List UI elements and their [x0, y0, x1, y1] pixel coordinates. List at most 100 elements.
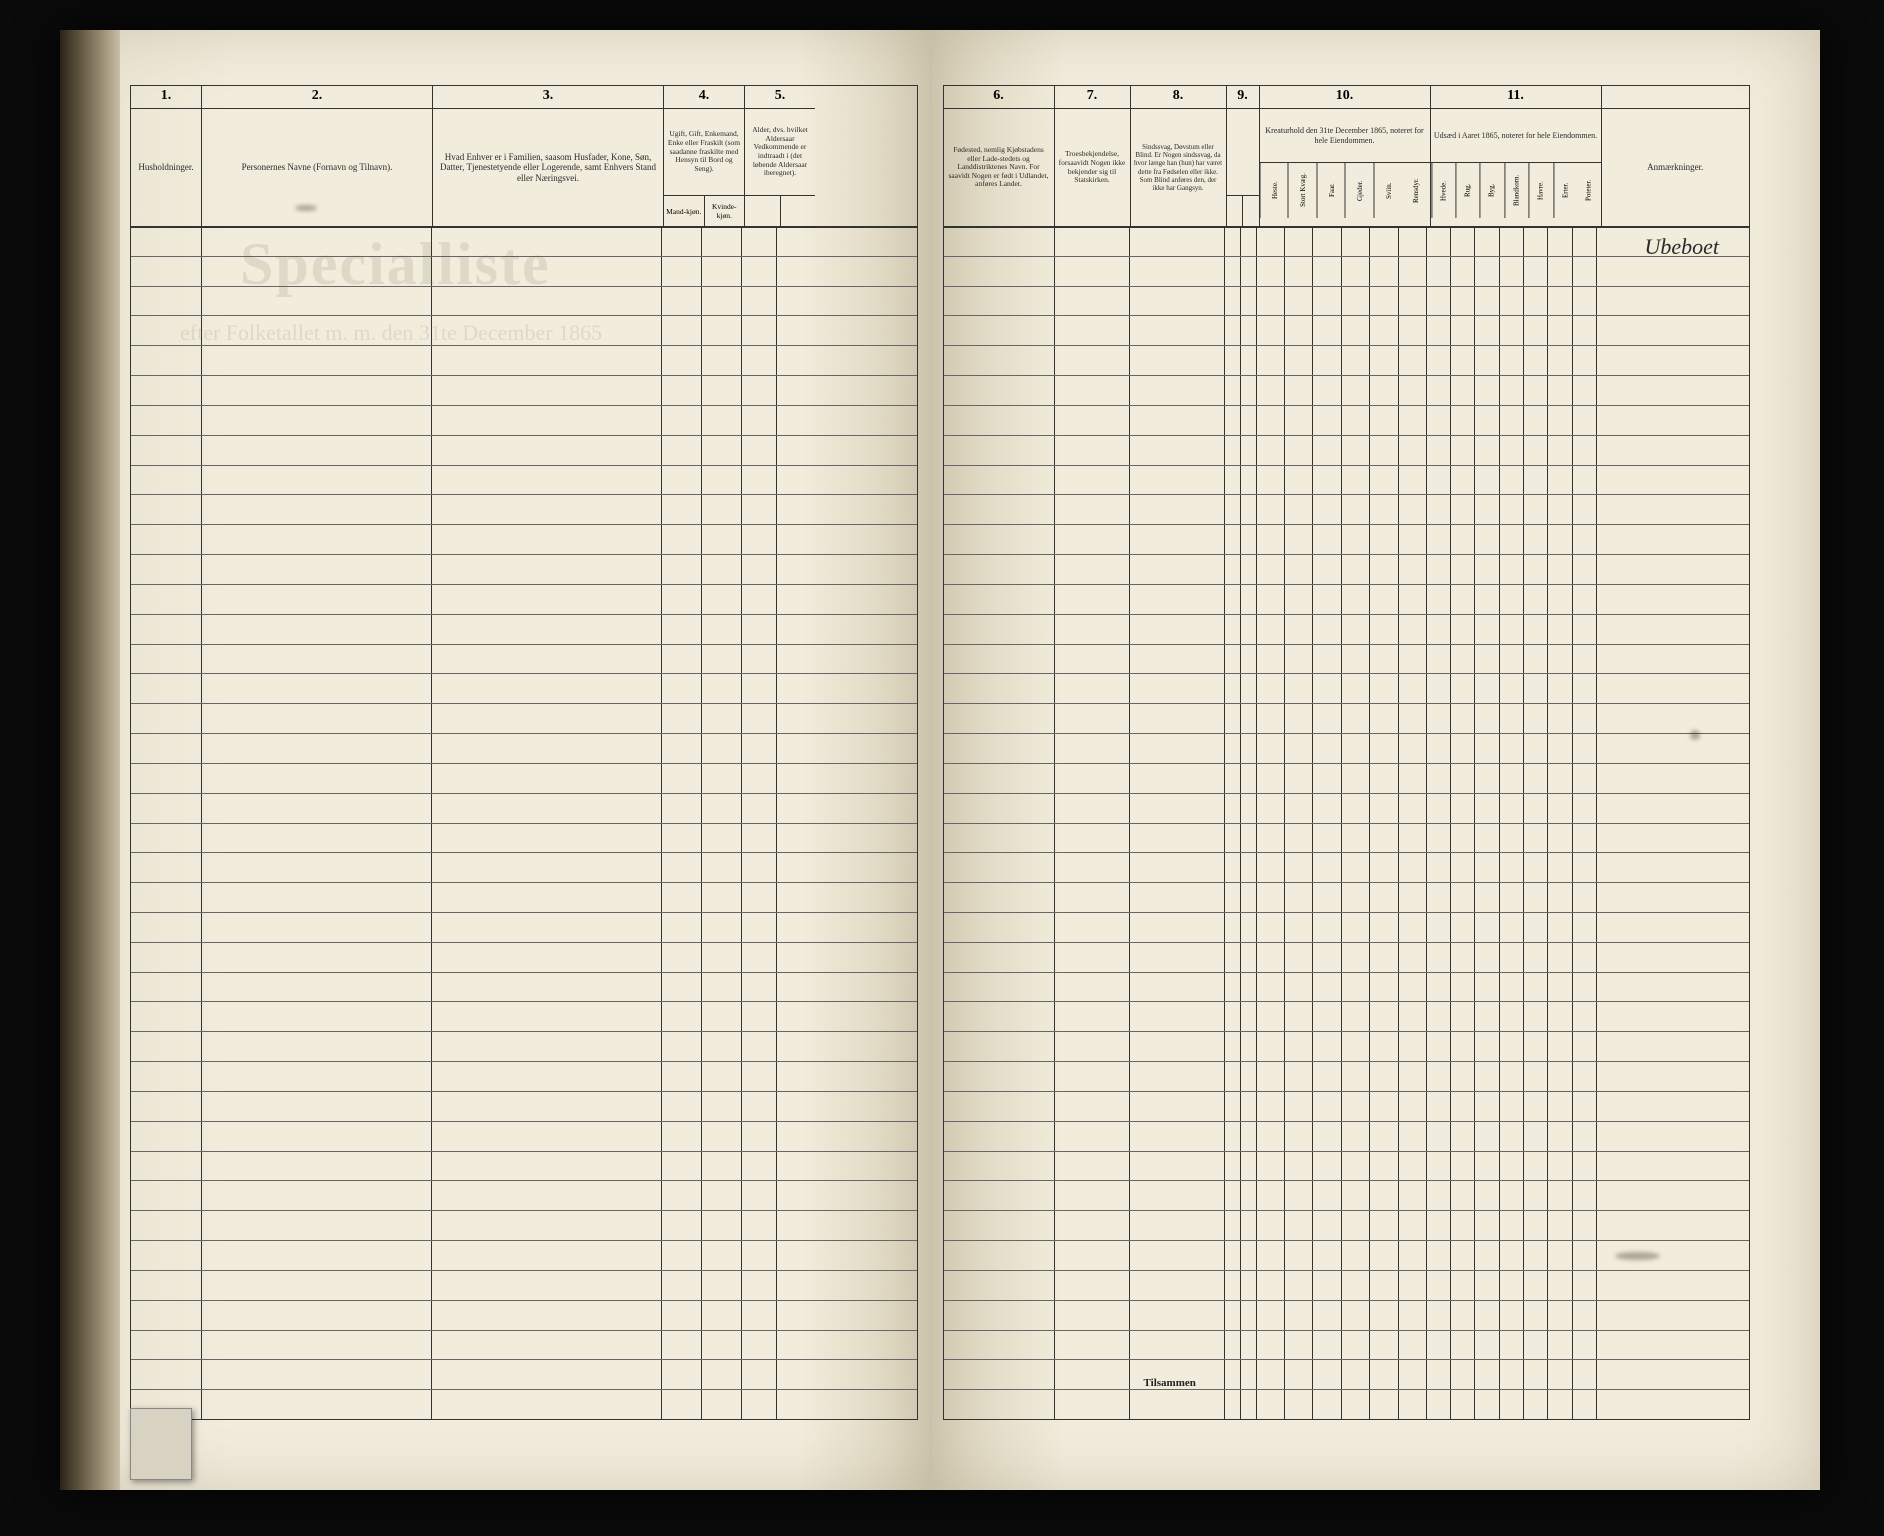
row-rule	[944, 1330, 1750, 1331]
col-4-sub-a: Mand-kjøn.	[664, 196, 705, 226]
col-10-num: 10.	[1260, 86, 1430, 109]
row-rule	[944, 1210, 1750, 1211]
row-rule	[131, 614, 917, 615]
row-rule	[131, 673, 917, 674]
ledger-book: 1. Husholdninger. 2. Personernes Navne (…	[60, 30, 1820, 1490]
row-rule	[944, 465, 1750, 466]
sub-col-label: Byg.	[1479, 163, 1503, 218]
row-rule	[944, 1121, 1750, 1122]
sub-col-label: Rug.	[1455, 163, 1479, 218]
row-rule	[131, 763, 917, 764]
row-rule	[131, 1210, 917, 1211]
col-3-num: 3.	[433, 86, 663, 109]
row-rule	[131, 703, 917, 704]
row-rule	[944, 1359, 1750, 1360]
row-rule	[131, 1061, 917, 1062]
sub-col-label: Sviin.	[1374, 163, 1403, 218]
row-rule	[131, 644, 917, 645]
row-rule	[944, 1389, 1750, 1390]
row-rule	[944, 1001, 1750, 1002]
col-7-title: Troesbekjendelse, forsaavidt Nogen ikke …	[1055, 109, 1130, 226]
row-rule	[944, 375, 1750, 376]
row-rule	[131, 345, 917, 346]
col-4-sub: Mand-kjøn. Kvinde-kjøn.	[664, 195, 744, 226]
sub-col-label: Heste.	[1260, 163, 1289, 218]
left-rows	[131, 226, 917, 1419]
right-column-headers: 6. Fødested, nemlig Kjøbstadens eller La…	[944, 86, 1750, 228]
col-7: 7. Troesbekjendelse, forsaavidt Nogen ik…	[1055, 86, 1131, 226]
col-3-title: Hvad Enhver er i Familien, saasom Husfad…	[433, 109, 663, 226]
sub-col-label: Hvede.	[1431, 163, 1455, 218]
row-rule	[131, 524, 917, 525]
row-rule	[944, 256, 1750, 257]
col-remarks: Anmærkninger.	[1602, 86, 1750, 226]
right-sheet: 6. Fødested, nemlig Kjøbstadens eller La…	[943, 85, 1751, 1420]
row-rule	[944, 1091, 1750, 1092]
col-9-num: 9.	[1227, 86, 1259, 109]
col-6-title: Fødested, nemlig Kjøbstadens eller Lade-…	[944, 109, 1054, 226]
row-rule	[131, 1031, 917, 1032]
sub-col-label: Gjeder.	[1345, 163, 1374, 218]
col-5-sub	[745, 195, 815, 226]
right-page: 6. Fødested, nemlig Kjøbstadens eller La…	[931, 30, 1821, 1490]
row-rule	[944, 1151, 1750, 1152]
row-rule	[131, 882, 917, 883]
col-5-sub-a	[745, 196, 781, 226]
row-rule	[944, 524, 1750, 525]
row-rule	[131, 435, 917, 436]
row-rule	[131, 1330, 917, 1331]
row-rule	[944, 942, 1750, 943]
row-rule	[131, 793, 917, 794]
row-rule	[944, 584, 1750, 585]
row-rule	[944, 852, 1750, 853]
col-10-sub: Heste.Stort Kvæg.Faar.Gjeder.Sviin.Rensd…	[1260, 162, 1430, 218]
row-rule	[131, 315, 917, 316]
row-rule	[131, 1001, 917, 1002]
col-1: 1. Husholdninger.	[131, 86, 202, 226]
row-rule	[131, 1151, 917, 1152]
row-rule	[944, 793, 1750, 794]
row-rule	[944, 614, 1750, 615]
row-rule	[131, 1300, 917, 1301]
row-rule	[944, 494, 1750, 495]
row-rule	[944, 972, 1750, 973]
row-rule	[944, 644, 1750, 645]
row-rule	[944, 703, 1750, 704]
row-rule	[131, 912, 917, 913]
row-rule	[944, 882, 1750, 883]
col-11-num: 11.	[1431, 86, 1601, 109]
row-rule	[131, 1240, 917, 1241]
row-rule	[131, 1121, 917, 1122]
row-rule	[944, 1031, 1750, 1032]
row-rule	[944, 1061, 1750, 1062]
row-rule	[944, 286, 1750, 287]
col-9-sub-b	[1243, 196, 1259, 226]
row-rule	[131, 465, 917, 466]
footer-tilsammen: Tilsammen	[1144, 1377, 1196, 1389]
row-rule	[131, 584, 917, 585]
row-rule	[944, 733, 1750, 734]
sub-col-label: Havre.	[1528, 163, 1552, 218]
col-8: 8. Sindssvag, Døvstum eller Blind. Er No…	[1131, 86, 1227, 226]
row-rule	[944, 1300, 1750, 1301]
col-remarks-num	[1602, 86, 1750, 109]
row-rule	[131, 1180, 917, 1181]
col-9-sub	[1227, 195, 1259, 226]
col-11-sub: Hvede.Rug.Byg.Blandkorn.Havre.Erter.Pote…	[1431, 162, 1601, 218]
col-remarks-title: Anmærkninger.	[1602, 109, 1750, 226]
row-rule	[944, 673, 1750, 674]
col-4-num: 4.	[664, 86, 744, 109]
row-rule	[131, 1091, 917, 1092]
ink-smudge	[1690, 730, 1700, 740]
sub-col-label: Erter.	[1553, 163, 1577, 218]
row-rule	[944, 823, 1750, 824]
row-rule	[944, 315, 1750, 316]
row-rule	[131, 375, 917, 376]
row-rule	[944, 405, 1750, 406]
col-9: 9.	[1227, 86, 1260, 226]
left-column-headers: 1. Husholdninger. 2. Personernes Navne (…	[131, 86, 917, 228]
left-page: 1. Husholdninger. 2. Personernes Navne (…	[60, 30, 931, 1490]
row-rule	[131, 733, 917, 734]
col-5-sub-b	[781, 196, 816, 226]
col-9-title	[1227, 109, 1259, 195]
